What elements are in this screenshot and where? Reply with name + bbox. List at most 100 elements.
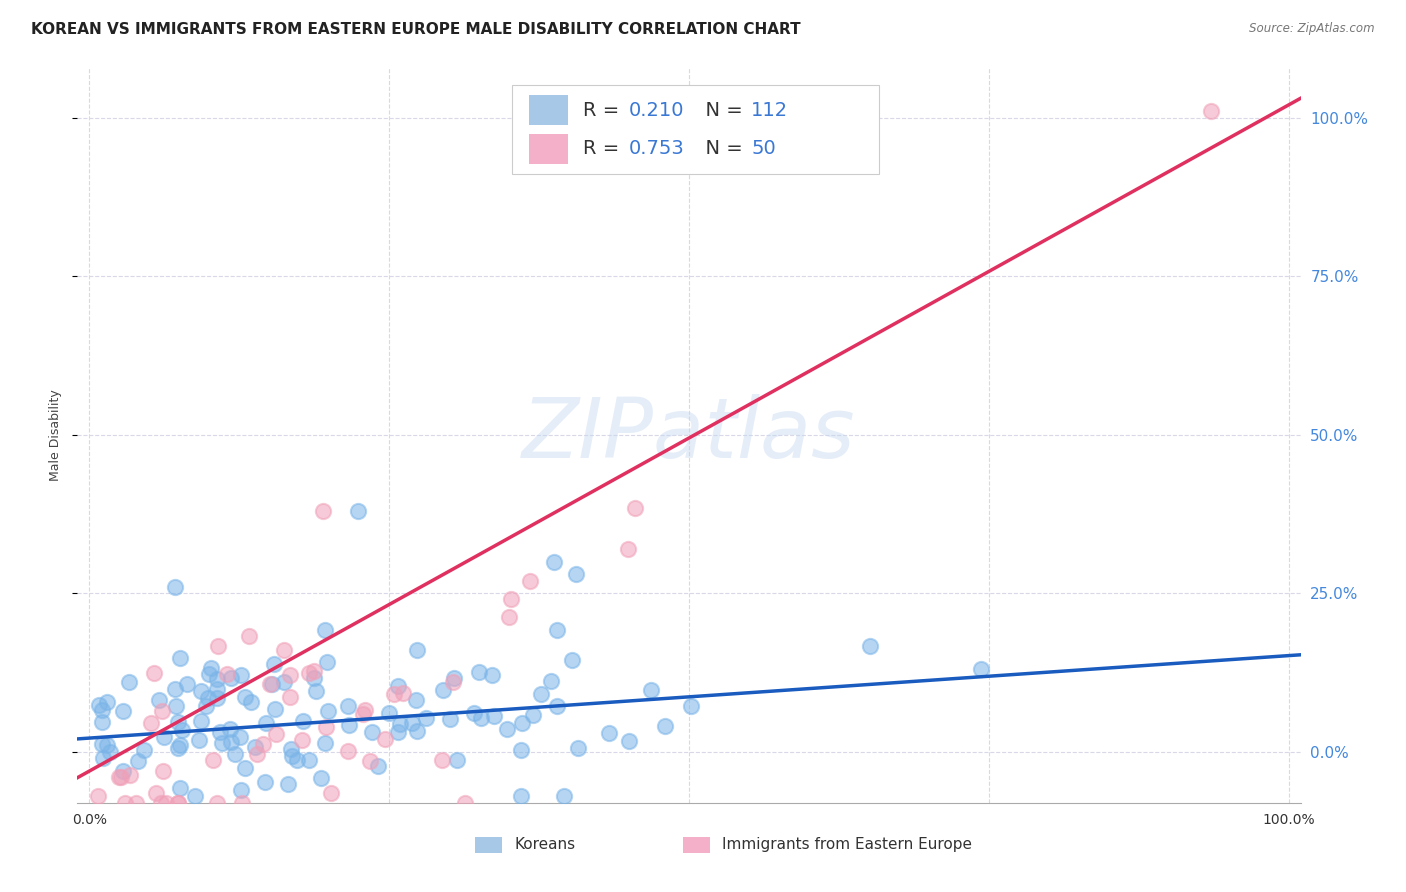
Point [623, 500, 645, 515]
Text: 0.753: 0.753 [628, 139, 685, 159]
Point [367, 758, 389, 772]
Point [346, 504, 368, 518]
Point [141, 716, 163, 731]
Point [217, 666, 239, 681]
Point [280, 668, 302, 682]
Y-axis label: Male Disability: Male Disability [49, 389, 62, 481]
Text: N =: N = [693, 139, 748, 159]
Point [169, 651, 191, 665]
Point [87, 789, 110, 804]
Point [567, 740, 589, 755]
Point [443, 671, 465, 685]
Point [353, 703, 375, 717]
Point [165, 681, 187, 696]
Text: N =: N = [693, 101, 748, 120]
Point [509, 789, 531, 804]
Text: 0.210: 0.210 [628, 101, 685, 120]
Point [152, 704, 174, 718]
Point [546, 699, 568, 714]
Point [260, 677, 283, 691]
Point [312, 504, 335, 518]
Point [205, 672, 228, 686]
Point [302, 671, 325, 685]
Point [169, 738, 191, 752]
Point [337, 699, 360, 714]
Point [273, 643, 295, 657]
Point [315, 720, 337, 734]
Text: KOREAN VS IMMIGRANTS FROM EASTERN EUROPE MALE DISABILITY CORRELATION CHART: KOREAN VS IMMIGRANTS FROM EASTERN EUROPE… [31, 22, 800, 37]
Point [207, 639, 229, 653]
Point [361, 724, 384, 739]
Bar [512, 86, 879, 174]
Point [439, 712, 461, 726]
Point [484, 709, 506, 723]
Point [298, 753, 321, 767]
Point [481, 668, 503, 682]
Point [598, 726, 620, 740]
Point [110, 770, 132, 784]
Bar [475, 837, 502, 853]
Point [194, 698, 217, 713]
Text: 112: 112 [751, 101, 789, 120]
Point [519, 574, 541, 589]
Point [190, 714, 212, 728]
Point [219, 672, 242, 686]
Point [264, 727, 287, 741]
Point [501, 592, 523, 607]
Point [96, 738, 118, 752]
Bar [683, 837, 710, 853]
Text: Source: ZipAtlas.com: Source: ZipAtlas.com [1250, 22, 1375, 36]
Point [197, 691, 219, 706]
Point [108, 770, 131, 784]
Point [540, 673, 562, 688]
Point [298, 666, 321, 681]
Point [859, 640, 882, 654]
Point [167, 796, 190, 810]
Point [91, 714, 114, 729]
Point [405, 693, 427, 707]
Point [285, 753, 308, 767]
Point [679, 698, 702, 713]
Point [406, 723, 429, 738]
Point [277, 777, 299, 791]
Point [392, 686, 415, 700]
Point [125, 796, 148, 810]
Point [263, 657, 285, 671]
Point [150, 796, 173, 810]
Point [172, 723, 194, 737]
Point [96, 695, 118, 709]
Point [546, 623, 568, 637]
Point [401, 715, 423, 730]
Point [207, 691, 229, 706]
Point [254, 716, 277, 731]
Point [617, 734, 640, 748]
Point [463, 706, 485, 720]
Point [281, 749, 304, 764]
Point [112, 704, 135, 718]
Point [522, 707, 544, 722]
Point [314, 623, 336, 637]
Point [224, 747, 246, 761]
Point [315, 655, 337, 669]
Point [378, 706, 401, 721]
Text: R =: R = [582, 101, 626, 120]
Point [205, 796, 228, 810]
Point [238, 630, 260, 644]
Point [259, 677, 281, 691]
Point [254, 775, 277, 789]
Point [543, 555, 565, 569]
Point [235, 761, 257, 775]
Point [167, 796, 190, 810]
Text: 50: 50 [751, 139, 776, 159]
Point [510, 743, 533, 757]
Point [467, 665, 489, 680]
Point [292, 714, 315, 728]
Point [219, 734, 242, 748]
Point [205, 682, 228, 697]
Point [188, 733, 211, 747]
Point [153, 730, 176, 744]
Point [165, 580, 187, 594]
Point [316, 704, 339, 718]
Point [152, 764, 174, 779]
Point [145, 786, 167, 800]
